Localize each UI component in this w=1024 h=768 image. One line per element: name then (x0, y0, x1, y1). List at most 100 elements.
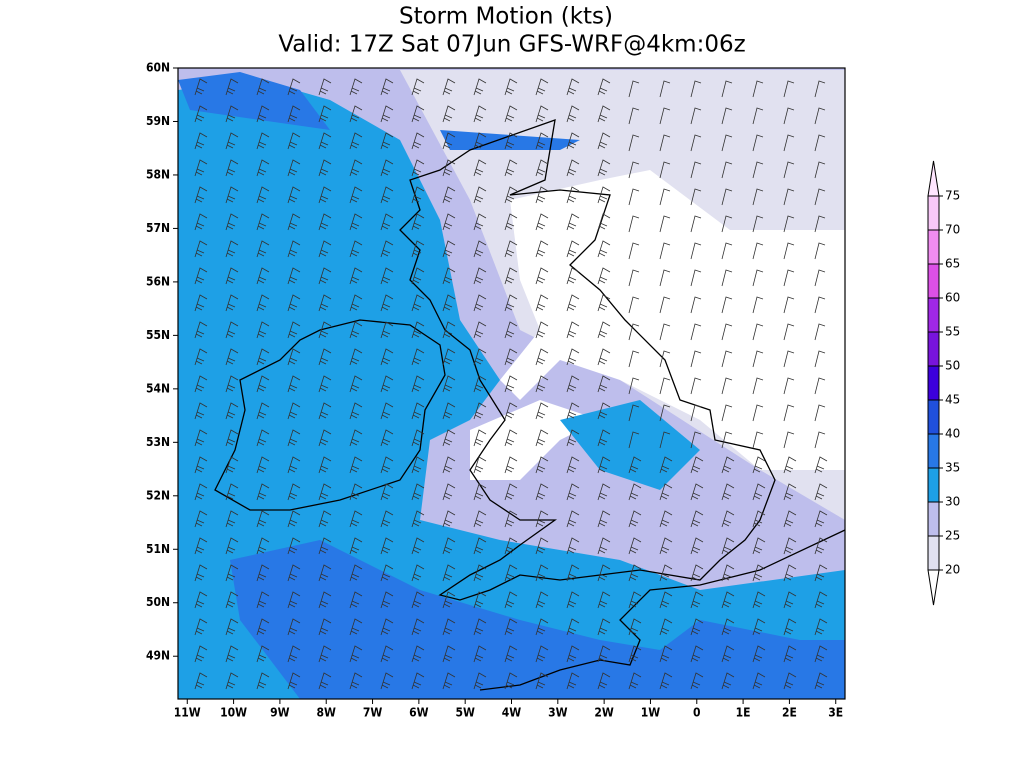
colorbar-segment (927, 229, 940, 265)
wind-barb (318, 672, 332, 690)
wind-barb (721, 134, 733, 152)
wind-barb (442, 618, 456, 636)
wind-barb (380, 429, 394, 447)
wind-barb (721, 537, 735, 555)
y-tick-label: 58N (146, 167, 170, 181)
wind-barb (380, 132, 394, 150)
wind-barb (814, 672, 828, 690)
x-tick-label: 2E (782, 706, 797, 720)
wind-barb (783, 107, 795, 125)
wind-barb (783, 483, 797, 501)
wind-barb (380, 618, 394, 636)
wind-barb (721, 323, 733, 341)
wind-barb (535, 645, 549, 663)
wind-barb (814, 188, 826, 206)
wind-barb (225, 537, 239, 555)
wind-barb (659, 296, 671, 314)
wind-barb (442, 159, 456, 177)
wind-barb (256, 321, 270, 339)
wind-barb (535, 618, 549, 636)
wind-barb (659, 537, 673, 555)
wind-barb (194, 240, 208, 258)
wind-barb (628, 107, 640, 125)
wind-barb (783, 564, 797, 582)
wind-barb (535, 321, 549, 339)
wind-barb (256, 402, 270, 420)
wind-barb (690, 242, 702, 260)
wind-barb (504, 213, 518, 231)
wind-barb (256, 510, 270, 528)
wind-barb (752, 456, 766, 474)
wind-barb (287, 78, 301, 96)
wind-barb (783, 296, 795, 314)
x-tick-label: 3E (828, 706, 843, 720)
wind-barb (349, 510, 363, 528)
wind-barb (256, 294, 270, 312)
wind-barb (287, 348, 301, 366)
wind-barb (473, 510, 487, 528)
y-tick-label: 54N (146, 381, 170, 395)
wind-barb (783, 134, 795, 152)
wind-barb (442, 294, 456, 312)
wind-barb (690, 80, 702, 98)
wind-barb (442, 78, 456, 96)
wind-barb (380, 267, 394, 285)
wind-barb (256, 186, 270, 204)
wind-barb (411, 456, 425, 474)
wind-barb (721, 377, 733, 395)
wind-barb (628, 296, 640, 314)
wind-barb (597, 564, 611, 582)
wind-barb (535, 591, 549, 609)
wind-barb (814, 377, 826, 395)
wind-barb (411, 294, 425, 312)
wind-barb (349, 294, 363, 312)
wind-barb (721, 107, 733, 125)
wind-barb (659, 564, 673, 582)
wind-barb (504, 429, 518, 447)
wind-barb (721, 242, 733, 260)
wind-barb (287, 564, 301, 582)
wind-barb (194, 537, 208, 555)
wind-barb (535, 78, 549, 96)
wind-barb (814, 510, 828, 528)
wind-barb (349, 402, 363, 420)
wind-barb (318, 159, 332, 177)
colorbar-segment (927, 331, 940, 367)
colorbar-segment (927, 399, 940, 435)
wind-barb (814, 456, 828, 474)
wind-barb (659, 134, 671, 152)
wind-barb (814, 591, 828, 609)
wind-barb (597, 267, 611, 285)
x-tick-label: 3W (548, 706, 568, 720)
wind-barb (690, 134, 702, 152)
wind-barb (411, 645, 425, 663)
wind-barb (442, 348, 456, 366)
wind-barb (690, 672, 704, 690)
wind-barb (752, 404, 764, 422)
wind-barb (690, 431, 702, 449)
wind-barb (752, 431, 764, 449)
wind-barb (659, 645, 673, 663)
wind-barb (504, 375, 518, 393)
field-white (470, 170, 845, 480)
wind-barb (318, 321, 332, 339)
wind-barb (752, 591, 766, 609)
wind-barb (349, 213, 363, 231)
wind-barb (566, 456, 580, 474)
wind-barb (380, 672, 394, 690)
wind-barb (504, 510, 518, 528)
colorbar-label: 70 (945, 223, 960, 237)
wind-barb (225, 213, 239, 231)
wind-barb (690, 537, 704, 555)
wind-barb (659, 350, 671, 368)
wind-barb (287, 645, 301, 663)
wind-barb (535, 429, 549, 447)
y-tick-label: 49N (146, 649, 170, 663)
wind-barb (690, 188, 702, 206)
wind-barb (349, 267, 363, 285)
wind-barb (597, 321, 611, 339)
colorbar-segment (927, 467, 940, 503)
wind-barb (318, 186, 332, 204)
wind-barb (287, 429, 301, 447)
wind-barb (225, 483, 239, 501)
